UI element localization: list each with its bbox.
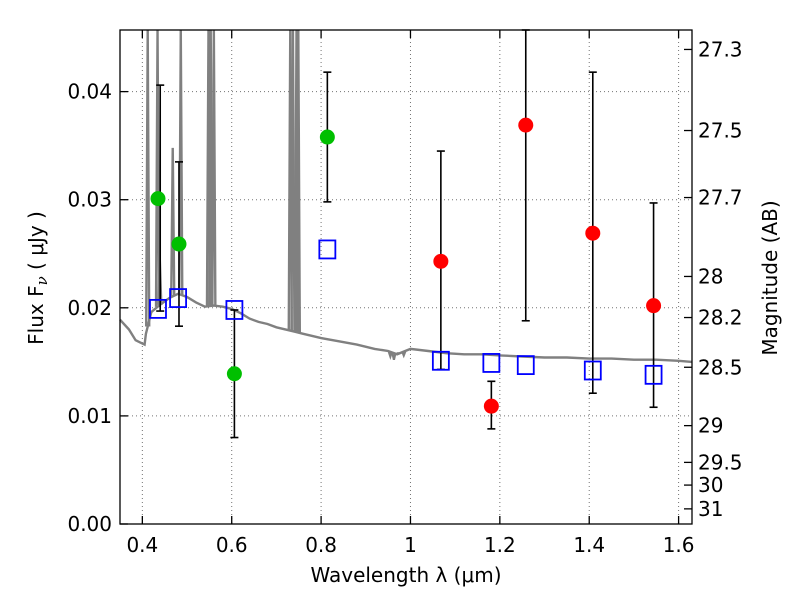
model-photometry-square [225, 300, 244, 320]
sed-absorption-line [395, 351, 400, 355]
data-point [433, 253, 449, 269]
right-tick-label: 31 [698, 497, 723, 521]
sed-model-curve [119, 29, 693, 364]
right-tick-label: 27.5 [698, 119, 743, 143]
x-axis-label: Wavelength λ (μm) [310, 563, 501, 587]
sed-emission-line [290, 29, 296, 332]
data-point [319, 129, 335, 145]
error-bar [521, 29, 530, 322]
model-photometry-square [644, 364, 663, 385]
data-point [518, 117, 534, 133]
data-point [171, 236, 187, 252]
x-tick-label: 0.6 [216, 533, 248, 557]
y-axis-label-subscript: ν [33, 276, 51, 285]
y-tick-label: 0.01 [67, 404, 112, 428]
sed-absorption-line [391, 352, 397, 360]
model-photometry-square [149, 298, 167, 319]
model-photometry-square [431, 350, 450, 371]
right-tick-label: 29 [698, 414, 723, 438]
data-point [150, 191, 166, 207]
sed-absorption-line [401, 351, 407, 359]
model-photometry-square [516, 355, 535, 375]
x-tick-label: 1.4 [573, 533, 605, 557]
y-tick-label: 0.03 [67, 188, 112, 212]
right-tick-label: 28 [698, 264, 723, 288]
data-markers [149, 117, 663, 414]
data-point [483, 398, 499, 414]
right-tick-label: 27.7 [698, 186, 743, 210]
right-tick-label: 28.2 [698, 306, 743, 330]
x-tick-label: 1 [404, 533, 417, 557]
x-tick-label: 1.6 [663, 533, 695, 557]
grid-lines [120, 30, 692, 524]
y-axis-label-units: ( μJy ) [24, 211, 48, 276]
right-tick-label: 27.3 [698, 37, 743, 61]
model-photometry-square [318, 239, 337, 260]
y-tick-label: 0.00 [67, 512, 112, 536]
y-tick-label: 0.04 [67, 80, 112, 104]
y-tick-label: 0.02 [67, 296, 112, 320]
x-tick-label: 0.8 [305, 533, 337, 557]
axis-ticks: 0.4 0.6 0.8 1 1.2 1.4 1.6 0.00 0.01 0.02 0.03 0.04 2… [67, 30, 743, 557]
plot-frame [119, 29, 693, 525]
sed-absorption-line [387, 351, 393, 360]
right-axis-label: Magnitude (AB) [758, 200, 782, 355]
sed-emission-line [145, 29, 151, 327]
right-tick-label: 30 [698, 473, 723, 497]
x-tick-label: 1.2 [484, 533, 516, 557]
y-axis-label: Flux Fν ( μJy ) [24, 211, 51, 345]
model-photometry-square [482, 353, 501, 373]
data-point [226, 366, 242, 382]
right-tick-label: 28.5 [698, 355, 743, 379]
x-tick-label: 0.4 [126, 533, 158, 557]
y-axis-label-main: Flux F [24, 285, 48, 344]
model-photometry-square [169, 288, 187, 308]
data-point [646, 298, 662, 314]
right-tick-label: 29.5 [698, 450, 743, 474]
model-photometry-square [583, 360, 602, 381]
data-point [585, 225, 601, 241]
sed-emission-line [170, 147, 176, 297]
sed-emission-line [211, 29, 217, 306]
